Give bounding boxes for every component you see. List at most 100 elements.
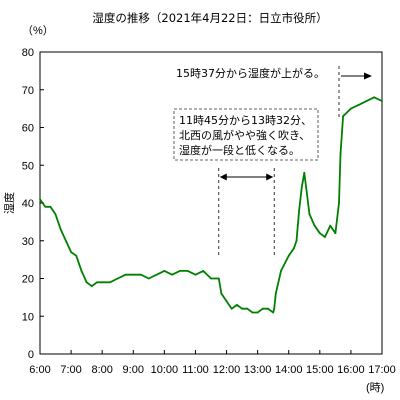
humidity-point [303, 171, 306, 174]
humidity-point [313, 224, 316, 227]
x-tick-label: 17:00 [368, 364, 396, 376]
humidity-point [225, 300, 228, 303]
humidity-point [179, 270, 181, 272]
y-tick-label: 60 [22, 123, 34, 135]
humidity-line [39, 96, 383, 314]
y-axis-unit: （%） [22, 24, 54, 37]
humidity-point [246, 307, 249, 310]
humidity-point [298, 209, 300, 212]
humidity-point [59, 228, 62, 231]
plot-area-frame [39, 51, 383, 355]
humidity-point [210, 277, 212, 280]
humidity-point [39, 198, 41, 201]
humidity-point [109, 281, 111, 284]
humidity-point [186, 270, 189, 272]
humidity-point [49, 205, 52, 208]
humidity-point [116, 277, 119, 280]
humidity-point [132, 273, 135, 276]
humidity-point [334, 232, 337, 235]
humidity-point [324, 236, 326, 238]
x-tick-label: 12:00 [213, 364, 241, 376]
x-tick-label: 8:00 [91, 364, 112, 376]
humidity-point [80, 270, 83, 272]
x-tick-label: 16:00 [337, 364, 365, 376]
humidity-point [338, 202, 340, 204]
humidity-point [267, 307, 269, 310]
y-tick-label: 50 [22, 160, 34, 172]
y-tick-label: 0 [28, 349, 34, 361]
humidity-point [163, 270, 166, 272]
x-tick-label: 9:00 [123, 364, 144, 376]
humidity-point [280, 270, 282, 272]
humidity-point [65, 239, 67, 242]
humidity-point [241, 307, 243, 310]
x-tick-label: 15:00 [306, 364, 334, 376]
annotation-box [173, 108, 319, 161]
humidity-point [295, 239, 298, 242]
humidity-point [339, 153, 342, 155]
humidity-point [230, 307, 233, 310]
humidity-point [272, 311, 275, 314]
humidity-point [75, 254, 78, 257]
chart-title: 湿度の推移（2021年4月22日：日立市役所） [92, 11, 327, 25]
humidity-point [217, 277, 220, 280]
humidity-point [381, 100, 383, 102]
humidity-point [171, 273, 174, 276]
humidity-point [70, 251, 72, 253]
annotation-text-line: 15時37分から湿度が上がる。 [176, 66, 325, 80]
y-tick-label: 40 [22, 198, 34, 210]
x-tick-label: 7:00 [60, 364, 81, 376]
x-tick-label: 14:00 [275, 364, 303, 376]
y-tick-label: 80 [22, 47, 34, 59]
humidity-point [44, 205, 47, 208]
humidity-point [261, 307, 264, 310]
x-axis-unit: (時) [366, 381, 384, 394]
annotation-text-line: 11時45分から13時32分、 [179, 114, 312, 127]
x-tick-label: 11:00 [182, 364, 209, 376]
humidity-point [287, 254, 290, 257]
humidity-point [329, 224, 332, 227]
arrowhead-left [219, 173, 227, 181]
x-tick-label: 6:00 [29, 364, 50, 376]
humidity-point [54, 213, 57, 216]
y-axis: 0 10 20 30 40 50 60 70 80 [22, 47, 44, 361]
humidity-point [124, 273, 127, 276]
y-tick-label: 10 [22, 311, 34, 323]
humidity-point [308, 213, 311, 216]
humidity-point [365, 100, 368, 102]
humidity-point [273, 307, 276, 310]
x-tick-label: 10:00 [151, 364, 179, 376]
humidity-point [373, 96, 376, 99]
humidity-point [101, 281, 104, 284]
humidity-point [155, 273, 158, 276]
humidity-point [357, 103, 360, 106]
y-tick-label: 70 [22, 85, 34, 97]
y-tick-label: 20 [22, 274, 34, 286]
humidity-point [96, 281, 98, 284]
humidity-point [236, 304, 238, 306]
humidity-point [318, 232, 321, 235]
humidity-point [256, 311, 259, 314]
humidity-point [220, 292, 223, 295]
humidity-point [251, 311, 254, 314]
x-axis: 6:00 7:00 8:00 9:00 10:00 11:00 12:00 13:00 14:0… [29, 350, 396, 376]
humidity-point [85, 281, 88, 284]
arrowhead-right [266, 173, 274, 181]
arrowhead-right [364, 72, 372, 80]
humidity-point [140, 273, 142, 276]
humidity-point [293, 247, 295, 250]
humidity-point [350, 107, 352, 110]
humidity-point [147, 277, 150, 280]
humidity-point [194, 273, 197, 276]
humidity-point [300, 187, 303, 189]
y-axis-label: 湿度 [2, 192, 16, 214]
y-tick-label: 30 [22, 236, 34, 248]
annotation-layer: 11時45分から13時32分、北西の風がやや強く吹き、湿度が一段と低くなる。 15… [173, 66, 372, 258]
humidity-point [90, 285, 93, 287]
humidity-point [342, 115, 345, 118]
humidity-point [274, 292, 277, 295]
x-tick-label: 13:00 [244, 364, 272, 376]
annotation-text-line: 湿度が一段と低くなる。 [179, 143, 300, 157]
series-layer [39, 96, 383, 314]
